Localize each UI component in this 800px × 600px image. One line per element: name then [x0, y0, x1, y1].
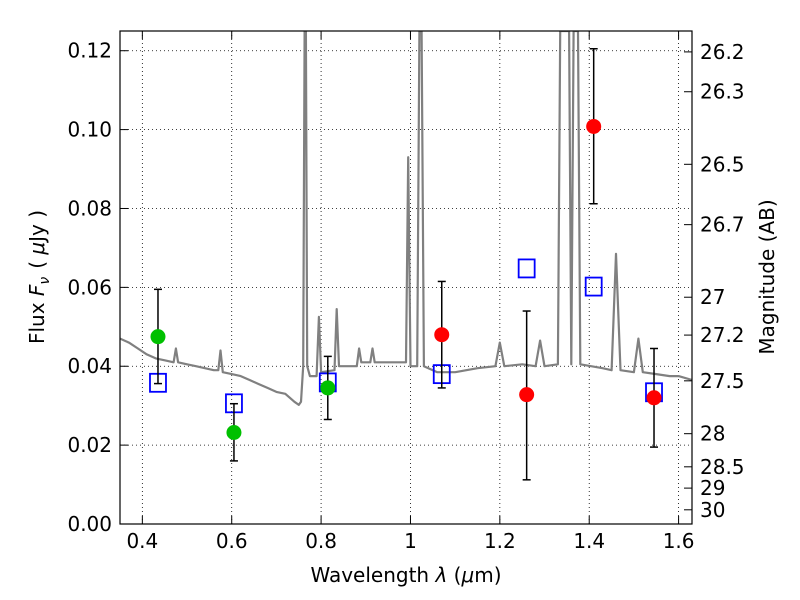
photometry-point [586, 118, 602, 134]
x-tick-label: 1.6 [663, 529, 695, 553]
y2-tick-label: 30 [700, 498, 725, 522]
y2-tick-label: 26.5 [700, 152, 745, 176]
y2-tick-label: 28.5 [700, 455, 745, 479]
y2-tick-label: 29 [700, 476, 725, 500]
y2-tick-label: 26.2 [700, 40, 745, 64]
y2-tick-label: 27.2 [700, 323, 745, 347]
model-photometry-square [584, 276, 603, 297]
x-tick-label: 0.4 [126, 529, 158, 553]
plot-area [120, 31, 692, 481]
x-tick-label: 1.4 [573, 529, 605, 553]
x-axis-unit-rest: m) [474, 563, 501, 587]
sed-line [120, 31, 692, 406]
y2-tick-label: 26.7 [700, 213, 745, 237]
photometry-point [150, 329, 166, 345]
y-axis-symbol: F [25, 284, 49, 296]
y2-tick-label: 27 [700, 285, 725, 309]
y-axis-title: Flux Fν ( μJy ) [25, 210, 53, 344]
y-tick-label: 0.08 [67, 196, 112, 220]
x-tick-label: 0.6 [216, 529, 248, 553]
x-axis-unit-open: ( [447, 563, 461, 587]
photometry-point [226, 424, 242, 440]
y2-axis-title: Magnitude (AB) [755, 199, 779, 354]
y-tick-label: 0.06 [67, 275, 112, 299]
y-tick-label: 0.12 [67, 39, 112, 63]
plot-frame [119, 30, 693, 525]
photometry-point [519, 387, 535, 403]
y-tick-label: 0.00 [67, 512, 112, 536]
x-tick-label: 1 [404, 529, 417, 553]
x-axis-unit-mu: μ [461, 563, 475, 587]
photometry-point [434, 327, 450, 343]
y-axis-unit-mu: μ [25, 242, 49, 256]
x-axis-title: Wavelength λ (μm) [310, 563, 501, 587]
y-axis-title-text: Flux [25, 302, 49, 344]
x-axis-symbol: λ [434, 563, 447, 587]
y-axis-subscript: ν [37, 277, 53, 285]
y-tick-label: 0.04 [67, 354, 112, 378]
ticks: 0.4 0.6 0.8 1 1.2 1.4 1.6 0.00 0.02 0.04 0.06 0.08 0… [67, 31, 745, 553]
photometry-point [320, 380, 336, 396]
y-axis-unit-rest: Jy ) [25, 210, 49, 244]
y-tick-label: 0.10 [67, 118, 112, 142]
x-axis-title-text: Wavelength [310, 563, 429, 587]
photometry-point [646, 390, 662, 406]
y-axis-unit-open: ( [25, 255, 49, 269]
x-tick-label: 0.8 [305, 529, 337, 553]
y2-tick-label: 27.5 [700, 369, 745, 393]
x-tick-label: 1.2 [484, 529, 516, 553]
y-tick-label: 0.02 [67, 433, 112, 457]
y2-tick-label: 26.3 [700, 80, 745, 104]
model-photometry-square [517, 258, 536, 279]
y2-tick-label: 28 [700, 422, 725, 446]
